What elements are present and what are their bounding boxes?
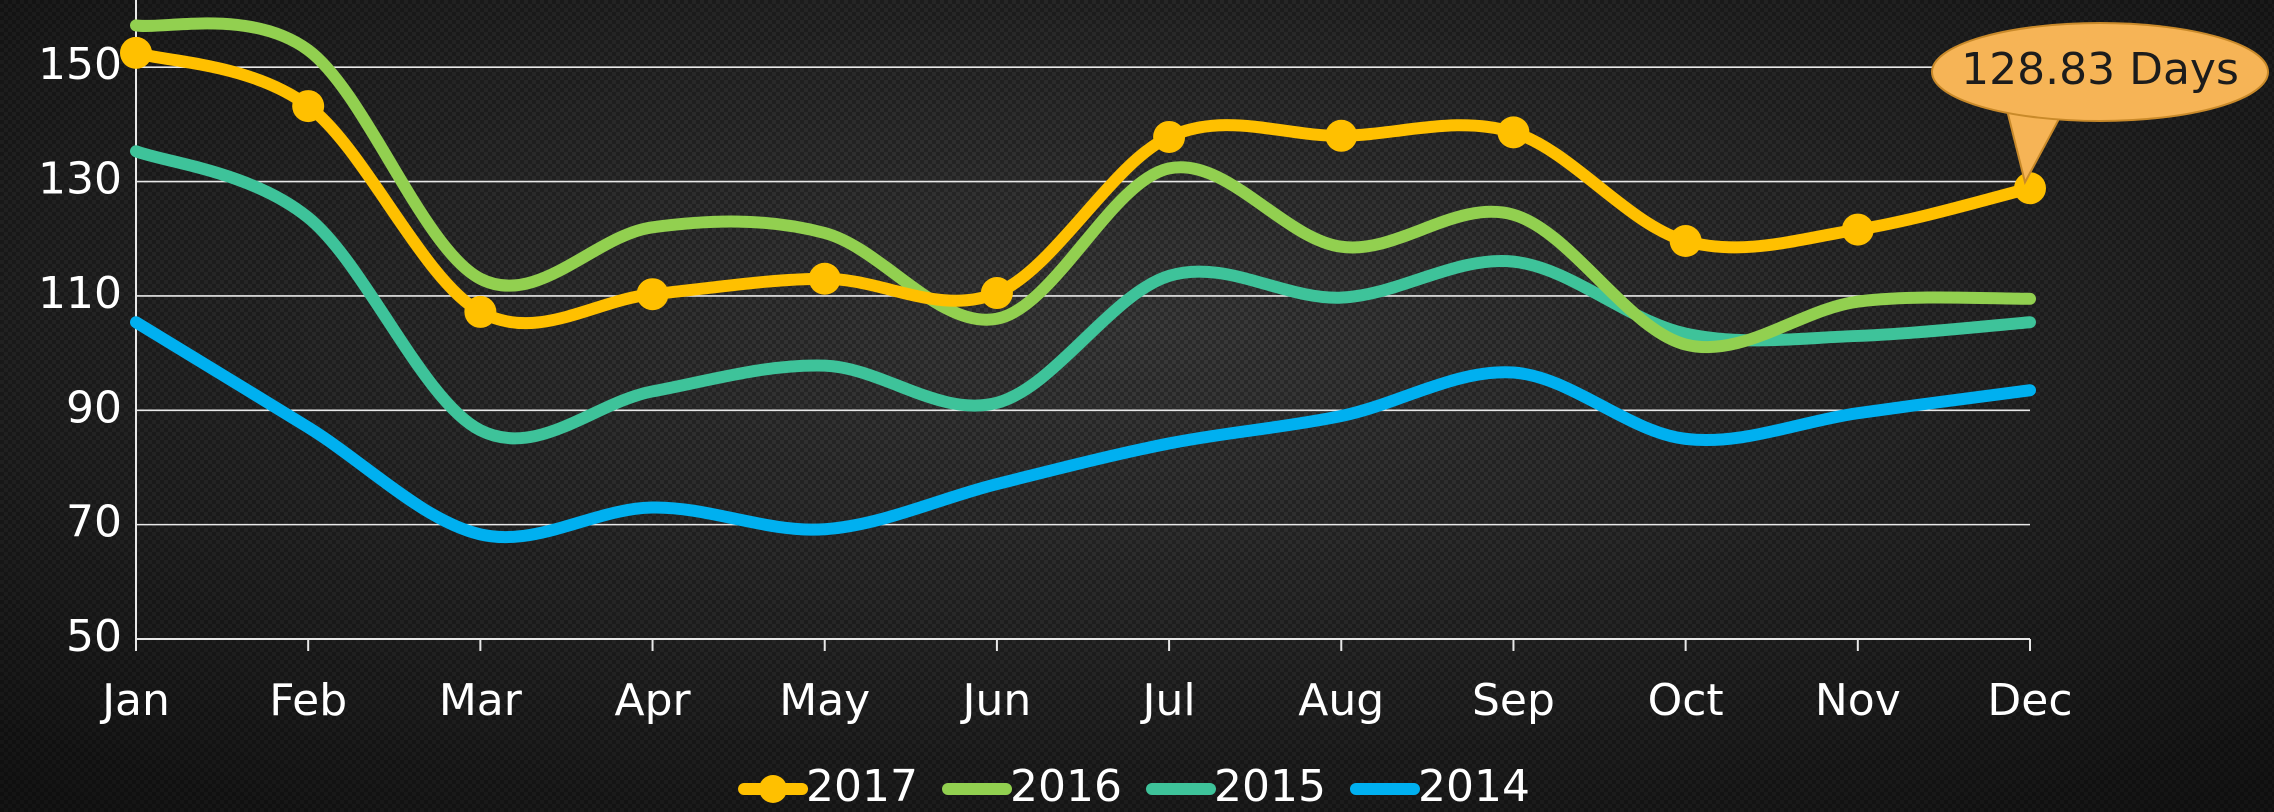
series-line (130, 316, 2036, 544)
legend-label: 2014 (1418, 761, 1530, 812)
y-tick-label: 130 (38, 154, 122, 205)
legend: 2017 2016 2015 2014 (738, 761, 1530, 812)
x-tick-label: Jul (1140, 675, 1196, 726)
series-marker (292, 90, 325, 123)
legend-label: 2017 (806, 761, 918, 812)
series-marker (980, 277, 1013, 310)
series-marker (1841, 213, 1874, 246)
series-marker (120, 36, 152, 69)
x-tick-label: Aug (1298, 675, 1384, 726)
legend-label: 2016 (1010, 761, 1122, 812)
y-tick-label: 150 (38, 39, 122, 90)
x-tick-label: Mar (439, 675, 523, 726)
series-line (130, 145, 2036, 445)
annotation-bubble (1931, 22, 2269, 122)
series-marker (636, 278, 669, 311)
y-tick-label: 90 (66, 382, 122, 433)
y-tick-label: 50 (66, 611, 122, 662)
series-marker (1669, 225, 1702, 258)
x-tick-label: Jan (99, 675, 170, 726)
x-tick-label: Feb (269, 675, 347, 726)
series-marker (1497, 116, 1530, 149)
legend-label: 2015 (1214, 761, 1326, 812)
x-tick-label: Sep (1472, 675, 1555, 726)
x-tick-label: Oct (1648, 675, 1724, 726)
y-tick-label: 110 (38, 268, 122, 319)
series-marker (1153, 120, 1186, 153)
annotation: 128.83 Days (1931, 22, 2269, 185)
x-tick-label: May (779, 675, 870, 726)
legend-marker (759, 775, 788, 803)
x-tick-label: Dec (1987, 675, 2072, 726)
series-marker (2014, 172, 2046, 205)
annotation-text: 128.83 Days (1961, 44, 2239, 95)
series-marker (808, 262, 841, 295)
series-line (130, 17, 2036, 354)
series-marker (1325, 119, 1358, 152)
series-marker (464, 295, 497, 328)
y-tick-label: 70 (66, 497, 122, 548)
x-tick-label: Apr (614, 675, 691, 726)
x-tick-label: Nov (1815, 675, 1901, 726)
x-tick-label: Jun (960, 675, 1032, 726)
